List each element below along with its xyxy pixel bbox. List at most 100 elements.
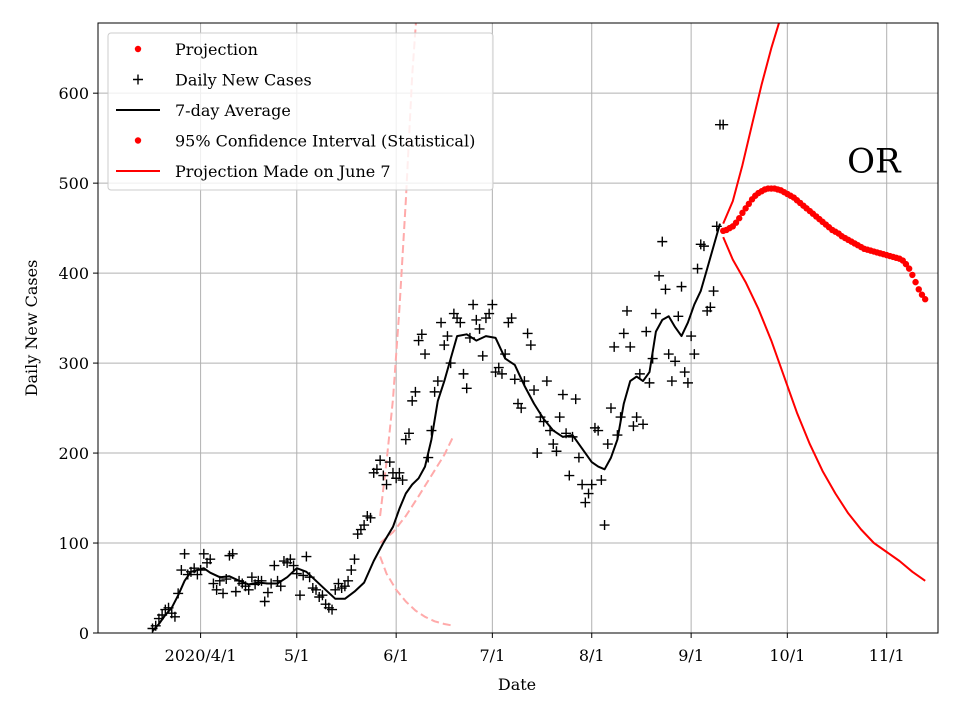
- data-point-dot: [909, 271, 916, 279]
- data-point-plus: [660, 284, 671, 295]
- data-point-plus: [218, 588, 229, 599]
- data-point-plus: [176, 565, 187, 576]
- data-point-plus: [262, 587, 273, 598]
- legend-marker-dot: [134, 137, 142, 144]
- data-point-plus: [705, 302, 716, 313]
- data-point-plus: [195, 565, 206, 576]
- data-point-plus: [394, 467, 405, 478]
- data-point-dot: [732, 219, 740, 226]
- data-point-plus: [561, 428, 572, 439]
- data-point-plus: [641, 326, 652, 337]
- legend-item: Daily New Cases: [133, 71, 312, 90]
- legend-item: 95% Confidence Interval (Statistical): [134, 132, 475, 151]
- data-point-dot: [915, 286, 922, 293]
- data-point-plus: [455, 317, 466, 328]
- data-point-dot: [736, 215, 743, 222]
- data-point-plus: [596, 475, 607, 486]
- data-point-plus: [298, 570, 309, 581]
- y-tick-label: 0: [79, 624, 89, 643]
- data-point-plus: [458, 368, 469, 379]
- data-point-plus: [673, 311, 684, 322]
- x-tick-label: 7/1: [479, 646, 505, 665]
- series-line-projection-made-on-june-7: [722, 23, 781, 224]
- data-point-plus: [375, 455, 386, 466]
- x-tick-label: 9/1: [678, 646, 704, 665]
- data-point-plus: [474, 323, 485, 334]
- data-point-plus: [208, 578, 219, 589]
- legend-label: Projection: [175, 40, 258, 59]
- data-point-dot: [918, 291, 926, 298]
- data-point-plus: [644, 377, 655, 388]
- data-point-plus: [708, 286, 719, 297]
- series-daily-new-cases: [147, 119, 729, 633]
- data-point-plus: [420, 349, 431, 360]
- data-point-plus: [484, 308, 495, 319]
- data-point-dot: [902, 260, 910, 268]
- data-point-plus: [551, 446, 562, 457]
- data-point-plus: [615, 412, 626, 423]
- ticks: 2020/4/15/16/17/18/19/110/111/112/12021/…: [58, 84, 904, 665]
- data-point-plus: [211, 584, 222, 595]
- data-point-plus: [654, 270, 665, 281]
- data-point-dot: [742, 205, 749, 212]
- data-point-plus: [548, 439, 559, 450]
- data-point-plus: [529, 385, 540, 396]
- data-point-plus: [496, 368, 507, 379]
- data-point-plus: [272, 575, 283, 586]
- legend-item: Projection Made on June 7: [116, 162, 391, 181]
- data-point-plus: [291, 568, 302, 579]
- data-point-plus: [577, 479, 588, 490]
- legend-item: Projection: [134, 40, 258, 59]
- data-point-plus: [676, 281, 687, 292]
- data-point-plus: [461, 383, 472, 394]
- data-point-plus: [445, 358, 456, 369]
- data-point-plus: [301, 551, 312, 562]
- legend-label: 7-day Average: [175, 101, 291, 120]
- legend-label: 95% Confidence Interval (Statistical): [175, 132, 475, 151]
- data-point-plus: [442, 331, 453, 342]
- data-point-plus: [407, 395, 418, 406]
- series-line-95-ci-lower-early: [379, 556, 455, 627]
- data-point-plus: [163, 602, 174, 613]
- data-point-plus: [275, 581, 286, 592]
- data-point-plus: [593, 425, 604, 436]
- data-point-plus: [522, 328, 533, 339]
- data-point-plus: [413, 335, 424, 346]
- y-axis-label: Daily New Cases: [22, 260, 41, 397]
- data-point-plus: [173, 588, 184, 599]
- data-point-plus: [532, 448, 543, 459]
- data-point-plus: [663, 349, 674, 360]
- data-point-plus: [169, 611, 180, 622]
- data-point-plus: [682, 377, 693, 388]
- data-point-plus: [269, 560, 280, 571]
- series-projection: [719, 185, 929, 303]
- data-point-plus: [327, 604, 338, 615]
- data-point-plus: [711, 221, 722, 232]
- data-point-plus: [605, 403, 616, 414]
- data-point-plus: [554, 412, 565, 423]
- data-point-plus: [583, 488, 594, 499]
- data-point-plus: [214, 575, 225, 586]
- data-point-plus: [506, 313, 517, 324]
- y-tick-label: 300: [58, 354, 89, 373]
- data-point-plus: [638, 419, 649, 430]
- data-point-plus: [509, 374, 520, 385]
- legend-label: Projection Made on June 7: [175, 162, 391, 181]
- data-point-plus: [650, 308, 661, 319]
- data-point-plus: [609, 341, 620, 352]
- data-point-dot: [905, 265, 913, 272]
- data-point-plus: [657, 236, 668, 247]
- data-point-plus: [330, 584, 341, 595]
- data-point-plus: [436, 317, 447, 328]
- data-point-plus: [256, 575, 267, 586]
- data-point-plus: [343, 575, 354, 586]
- data-point-plus: [426, 425, 437, 436]
- y-tick-label: 500: [58, 174, 89, 193]
- data-point-plus: [464, 332, 475, 343]
- data-point-plus: [189, 563, 200, 574]
- data-point-plus: [403, 428, 414, 439]
- legend-label: Daily New Cases: [175, 71, 312, 90]
- legend-marker-plus: [133, 74, 143, 85]
- data-point-plus: [631, 412, 642, 423]
- data-point-plus: [647, 353, 658, 364]
